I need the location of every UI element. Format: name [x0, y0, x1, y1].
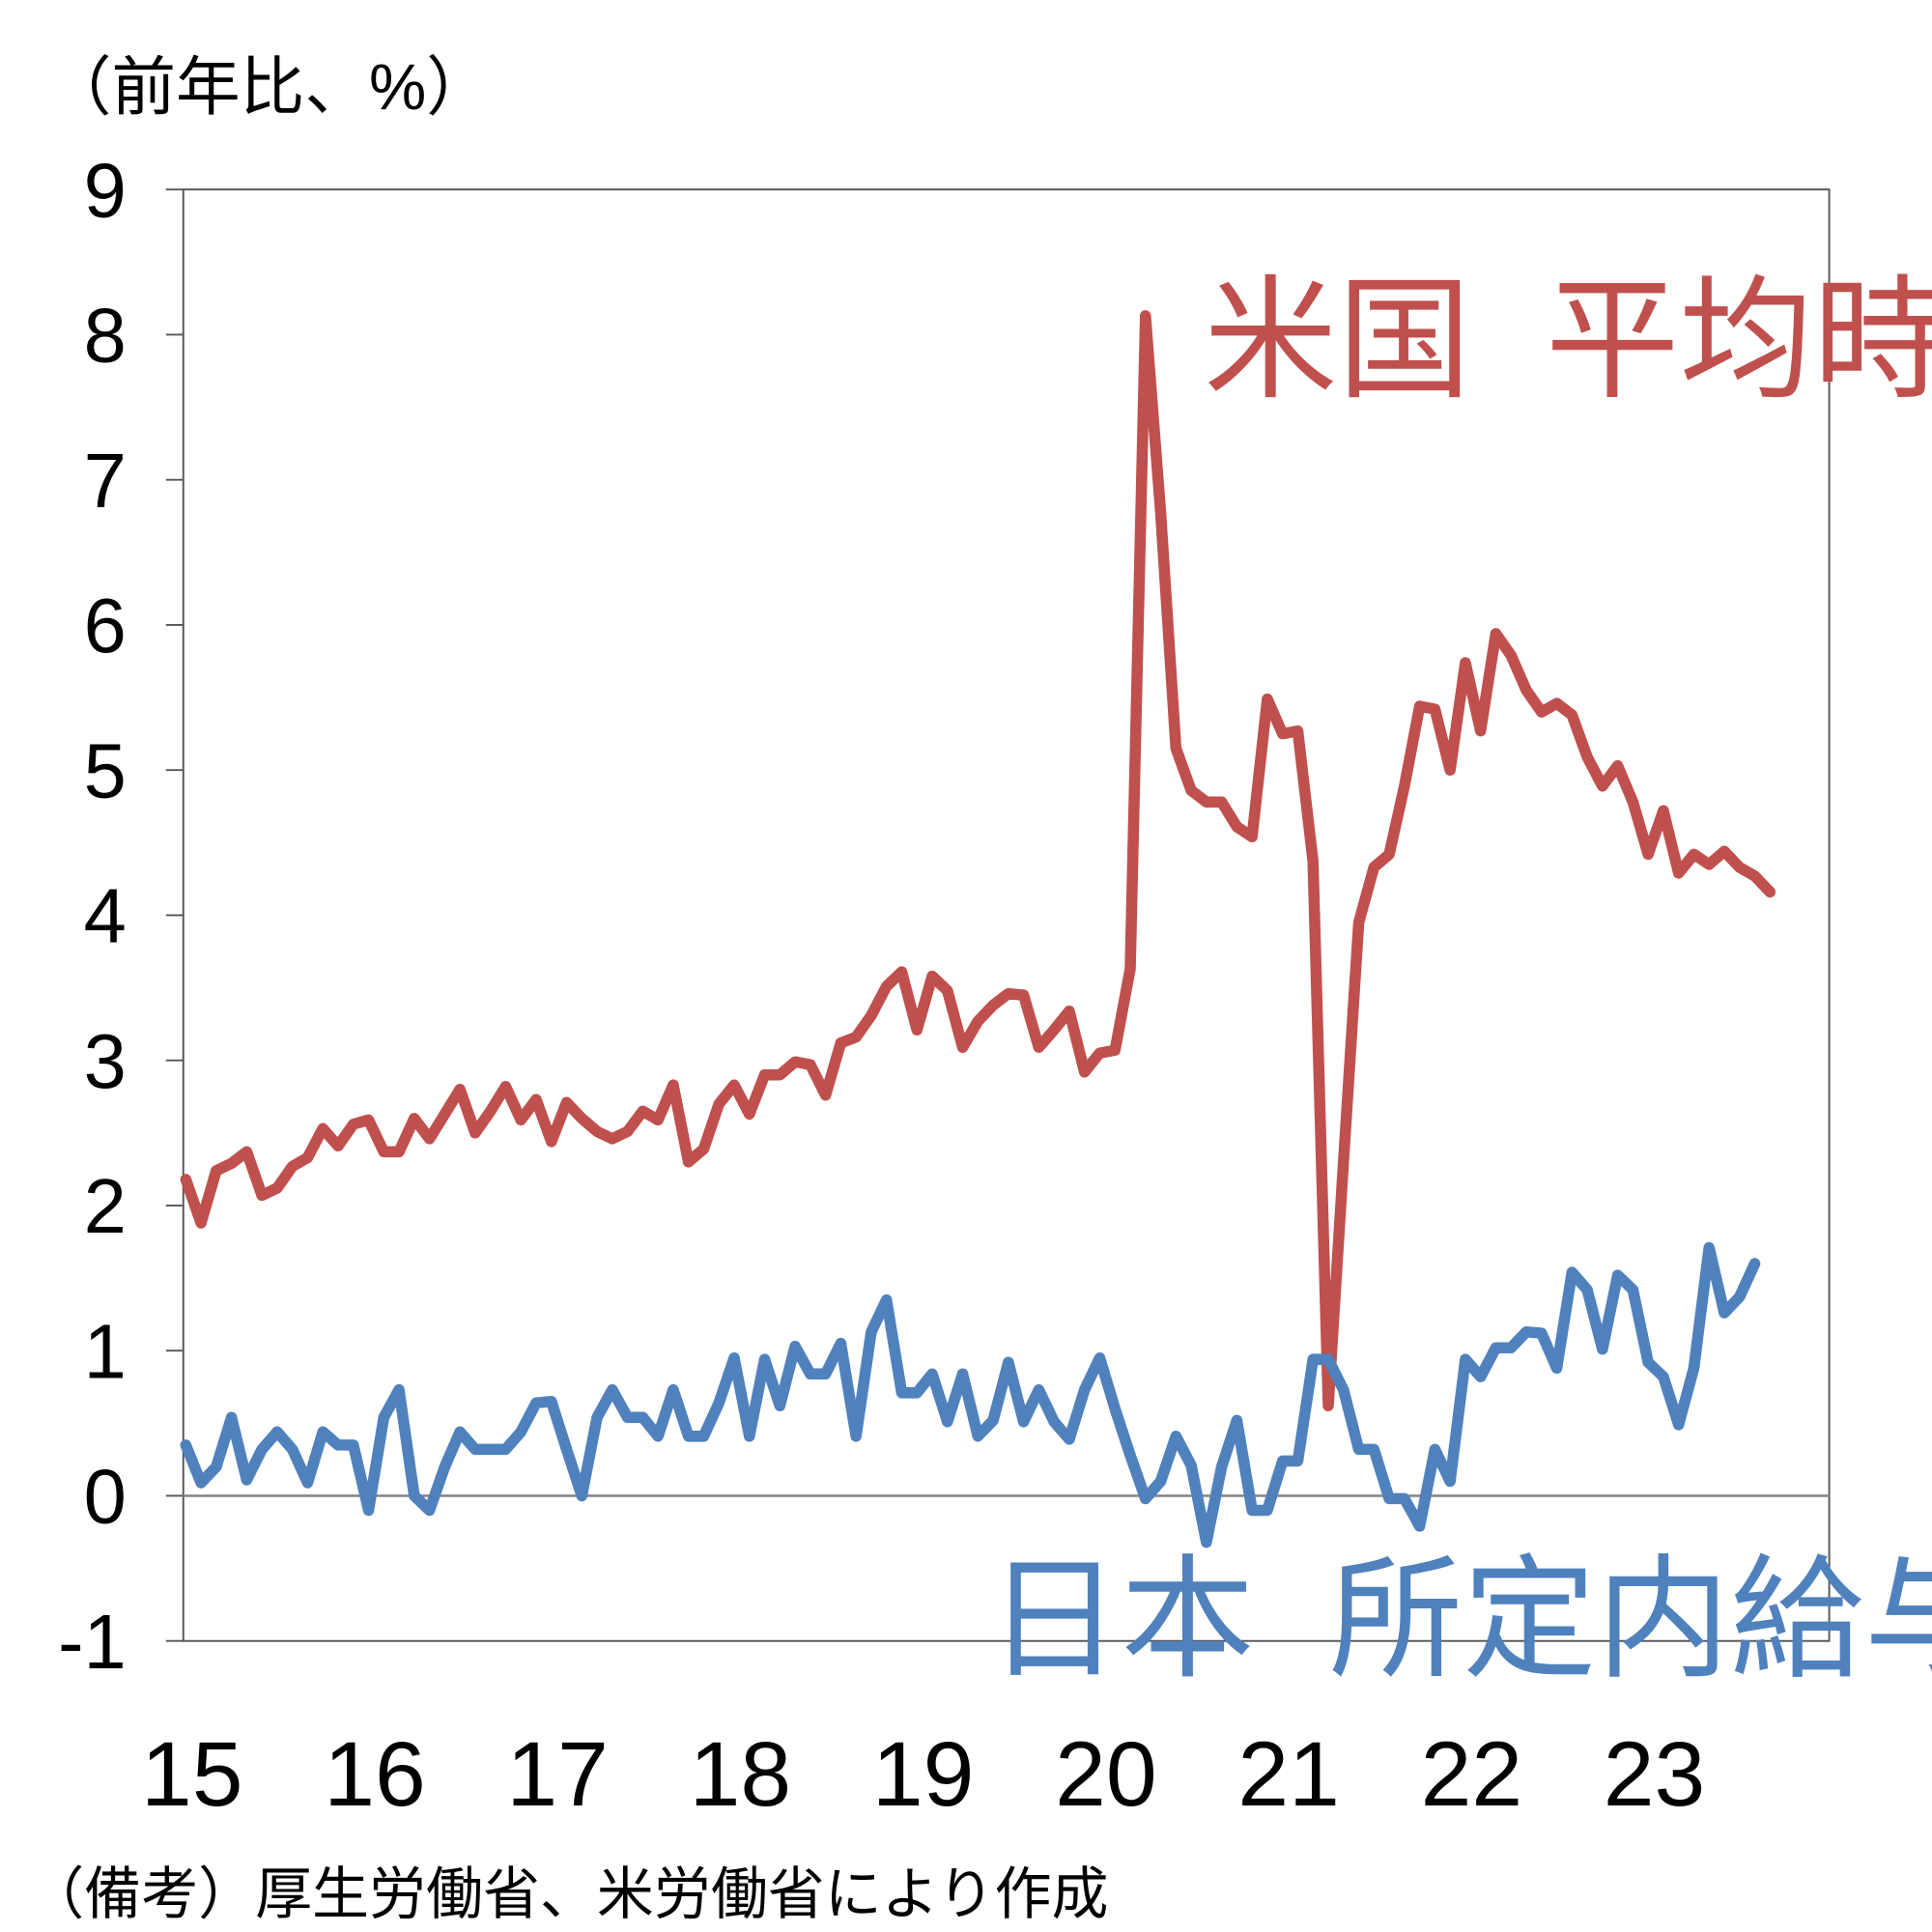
x-tick-label: 21	[1237, 1723, 1340, 1826]
series-label-japan: 日本 所定内給与	[987, 1546, 1932, 1694]
y-tick-label: 8	[84, 293, 127, 379]
y-tick-label: 3	[84, 1018, 127, 1104]
y-tick-label: 1	[84, 1308, 127, 1394]
y-tick-label: 0	[84, 1454, 127, 1540]
x-tick-label: 19	[872, 1723, 975, 1826]
series-label-us: 米国 平均時給	[1204, 267, 1932, 415]
series-line-japan	[180, 1241, 1761, 1548]
y-tick-label: 9	[84, 147, 127, 233]
series-points-us	[185, 315, 1771, 1406]
x-tick-label: 20	[1055, 1723, 1157, 1826]
y-tick-label: 7	[84, 438, 127, 524]
x-tick-label: 22	[1421, 1723, 1523, 1826]
x-tick-label: 17	[506, 1723, 609, 1826]
series-lines	[180, 310, 1776, 1548]
source-note: （備考）厚生労働省、米労働省により作成	[27, 1863, 1108, 1926]
x-tick-label: 15	[141, 1723, 243, 1826]
y-tick-label: 4	[84, 873, 127, 959]
y-tick-label: 6	[84, 582, 127, 668]
x-tick-label: 16	[324, 1723, 426, 1826]
x-tick-label: 18	[690, 1723, 792, 1826]
series-points-japan	[185, 1247, 1755, 1543]
y-tick-label: 2	[84, 1163, 127, 1249]
x-tick-label: 23	[1604, 1723, 1706, 1826]
y-axis: 9 8 7 6 5 4 3 2 1 0 -1	[58, 147, 184, 1685]
y-tick-label: -1	[58, 1599, 127, 1685]
y-tick-label: 5	[84, 727, 127, 813]
unit-label: （前年比、%）	[47, 52, 491, 124]
x-axis: 15 16 17 18 19 20 21 22 23	[141, 1723, 1705, 1826]
